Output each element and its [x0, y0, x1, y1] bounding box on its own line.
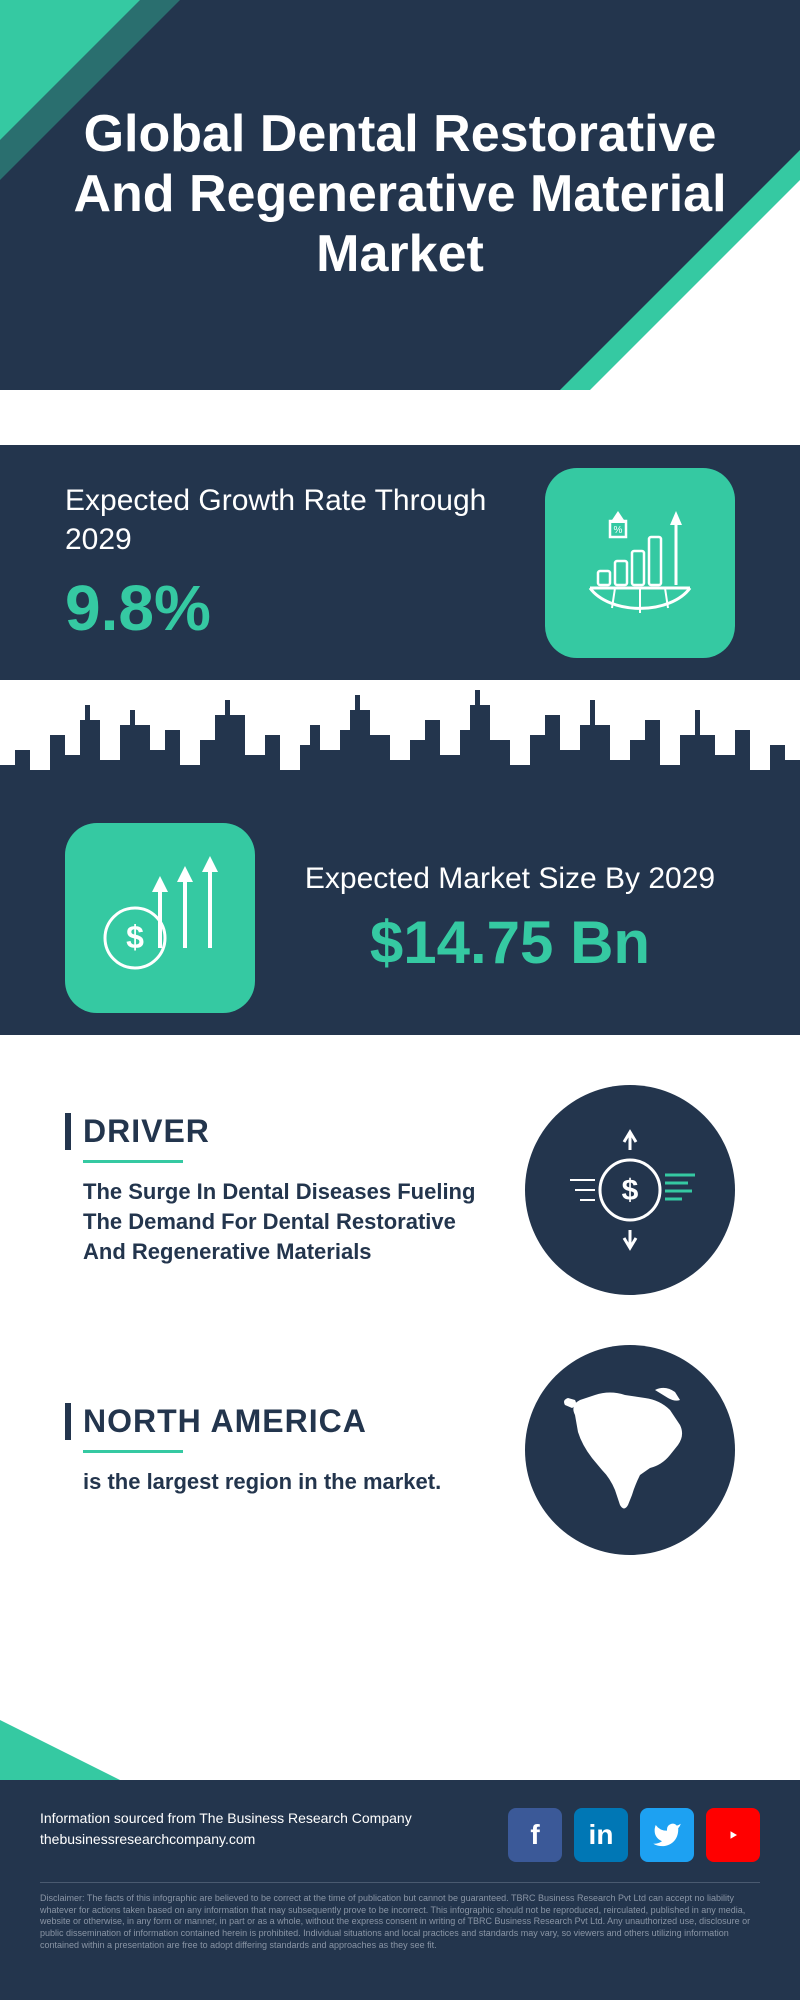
twitter-icon[interactable]	[640, 1808, 694, 1862]
footer-top-row: Information sourced from The Business Re…	[0, 1780, 800, 1862]
linkedin-icon[interactable]: in	[574, 1808, 628, 1862]
spacer	[0, 390, 800, 445]
market-size-text-block: Expected Market Size By 2029 $14.75 Bn	[255, 859, 735, 977]
underline	[83, 1160, 183, 1163]
source-line1: Information sourced from The Business Re…	[40, 1808, 412, 1829]
growth-text-block: Expected Growth Rate Through 2029 9.8%	[65, 481, 545, 645]
north-america-map-icon	[525, 1345, 735, 1555]
driver-row: DRIVER The Surge In Dental Diseases Fuel…	[65, 1085, 735, 1295]
page-title: Global Dental Restorative And Regenerati…	[0, 105, 800, 284]
skyline-divider	[0, 680, 800, 800]
market-size-section: $ Expected Market Size By 2029 $14.75 Bn	[0, 800, 800, 1035]
info-section: DRIVER The Surge In Dental Diseases Fuel…	[0, 1035, 800, 1625]
region-body: is the largest region in the market.	[65, 1467, 495, 1497]
region-text: NORTH AMERICA is the largest region in t…	[65, 1403, 525, 1497]
globe-growth-chart-icon: %	[545, 468, 735, 658]
social-icons: f in	[508, 1808, 760, 1862]
underline	[83, 1450, 183, 1453]
footer-source: Information sourced from The Business Re…	[40, 1808, 412, 1850]
driver-text: DRIVER The Surge In Dental Diseases Fuel…	[65, 1113, 525, 1266]
svg-text:$: $	[126, 919, 144, 955]
svg-text:%: %	[614, 525, 623, 536]
disclaimer-text: Disclaimer: The facts of this infographi…	[0, 1893, 800, 1951]
driver-body: The Surge In Dental Diseases Fueling The…	[65, 1177, 495, 1266]
footer: Information sourced from The Business Re…	[0, 1780, 800, 2000]
growth-label: Expected Growth Rate Through 2029	[65, 481, 545, 559]
growth-rate-section: Expected Growth Rate Through 2029 9.8% %	[0, 445, 800, 680]
driver-heading: DRIVER	[65, 1113, 495, 1150]
svg-text:$: $	[622, 1174, 639, 1207]
decorative-triangle	[0, 1720, 120, 1780]
growth-value: 9.8%	[65, 571, 545, 645]
header-banner: Global Dental Restorative And Regenerati…	[0, 0, 800, 390]
market-size-value: $14.75 Bn	[285, 908, 735, 977]
region-heading: NORTH AMERICA	[65, 1403, 495, 1440]
facebook-icon[interactable]: f	[508, 1808, 562, 1862]
market-size-label: Expected Market Size By 2029	[285, 859, 735, 898]
dollar-arrows-up-icon: $	[65, 823, 255, 1013]
youtube-icon[interactable]	[706, 1808, 760, 1862]
region-row: NORTH AMERICA is the largest region in t…	[65, 1345, 735, 1555]
divider	[40, 1882, 760, 1883]
dollar-exchange-icon: $	[525, 1085, 735, 1295]
source-line2: thebusinessresearchcompany.com	[40, 1829, 412, 1850]
